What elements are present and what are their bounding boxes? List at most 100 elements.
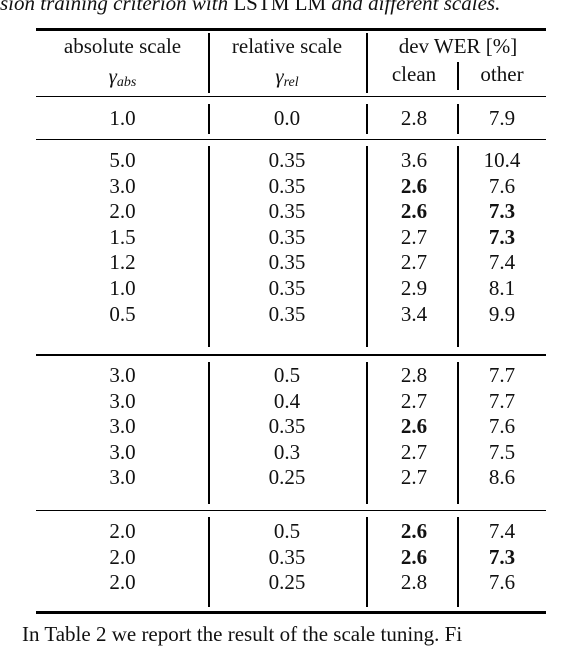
cell-other: 7.4 xyxy=(488,519,516,543)
cell-other: 7.6 xyxy=(488,570,516,595)
cell-rel: 0.35 xyxy=(268,544,306,569)
cell-other: 7.4 xyxy=(488,250,516,275)
column-divider xyxy=(457,62,459,90)
cell-clean: 2.7 xyxy=(400,388,428,413)
cell-clean: 2.8 xyxy=(400,106,428,130)
group-rule xyxy=(36,354,546,356)
column-divider xyxy=(366,362,368,504)
cell-other: 7.3 xyxy=(488,199,516,224)
column-divider xyxy=(366,146,368,347)
cell-abs: 0.5 xyxy=(109,301,136,326)
header-dev-wer: dev WER [%] xyxy=(398,34,518,58)
cell-abs: 1.5 xyxy=(109,224,136,249)
cell-rel: 0.35 xyxy=(268,250,306,275)
cell-clean: 2.6 xyxy=(400,544,428,569)
gamma-abs-symbol: γ xyxy=(108,64,117,88)
bottom-rule xyxy=(36,611,546,614)
cell-other: 7.6 xyxy=(488,173,516,198)
cell-other: 7.7 xyxy=(488,363,516,387)
column-divider xyxy=(457,146,459,347)
top-rule xyxy=(36,28,546,31)
header-clean: clean xyxy=(391,62,437,86)
cell-rel: 0.35 xyxy=(268,199,306,224)
cell-clean: 2.7 xyxy=(400,250,428,275)
cell-rel: 0.5 xyxy=(273,519,301,543)
gamma-rel-symbol: γ xyxy=(275,64,284,88)
column-divider xyxy=(208,33,210,93)
cell-rel: 0.5 xyxy=(273,363,301,387)
cell-rel: 0.25 xyxy=(268,570,306,595)
cell-other: 8.1 xyxy=(488,276,516,300)
cell-other: 7.3 xyxy=(488,544,516,569)
cell-abs: 3.0 xyxy=(109,363,136,387)
header-other: other xyxy=(480,62,524,86)
cell-abs: 3.0 xyxy=(109,388,136,413)
cell-clean: 2.9 xyxy=(400,276,428,300)
cell-clean: 2.6 xyxy=(400,173,428,198)
cell-abs: 3.0 xyxy=(109,173,136,198)
column-divider xyxy=(208,104,210,134)
column-divider xyxy=(457,362,459,504)
header-gamma-abs: γabs xyxy=(40,64,205,95)
caption-lstm: LSTM LM xyxy=(233,0,327,15)
cell-clean: 2.7 xyxy=(400,439,428,464)
header-rule xyxy=(36,96,546,98)
cell-abs: 3.0 xyxy=(109,465,136,490)
column-divider xyxy=(457,104,459,134)
cell-rel: 0.0 xyxy=(273,106,301,130)
caption-prefix: sion training criterion with xyxy=(0,0,234,15)
column-divider xyxy=(208,517,210,607)
cell-abs: 1.0 xyxy=(109,106,136,130)
cell-clean: 3.6 xyxy=(400,148,428,172)
gamma-rel-sub: rel xyxy=(283,75,299,90)
cell-rel: 0.35 xyxy=(268,148,306,172)
cell-rel: 0.35 xyxy=(268,173,306,198)
cell-other: 7.9 xyxy=(488,106,516,130)
cell-rel: 0.35 xyxy=(268,301,306,326)
table-caption: sion training criterion with LSTM LM and… xyxy=(0,0,580,15)
header-relative-scale: relative scale xyxy=(231,34,343,58)
cell-abs: 3.0 xyxy=(109,414,136,439)
cell-clean: 2.7 xyxy=(400,465,428,490)
cell-clean: 3.4 xyxy=(400,301,428,326)
cell-abs: 1.0 xyxy=(109,276,136,300)
cell-other: 8.6 xyxy=(488,465,516,490)
body-text: In Table 2 we report the result of the s… xyxy=(22,622,463,646)
group-rule xyxy=(36,510,546,512)
cell-other: 10.4 xyxy=(483,148,521,172)
cell-abs: 1.2 xyxy=(109,250,136,275)
cell-rel: 0.4 xyxy=(273,388,301,413)
cell-clean: 2.6 xyxy=(400,199,428,224)
cell-rel: 0.3 xyxy=(273,439,301,464)
caption-suffix: and different scales. xyxy=(326,0,501,15)
cell-abs: 2.0 xyxy=(109,519,136,543)
cell-other: 7.5 xyxy=(488,439,516,464)
cell-rel: 0.35 xyxy=(268,276,306,300)
cell-abs: 3.0 xyxy=(109,439,136,464)
cell-rel: 0.35 xyxy=(268,414,306,439)
header-absolute-scale: absolute scale xyxy=(63,34,182,58)
cell-abs: 2.0 xyxy=(109,199,136,224)
group-rule xyxy=(36,139,546,141)
cell-clean: 2.8 xyxy=(400,363,428,387)
column-divider xyxy=(366,104,368,134)
cell-abs: 5.0 xyxy=(109,148,136,172)
column-divider xyxy=(366,517,368,607)
cell-clean: 2.6 xyxy=(400,414,428,439)
gamma-abs-sub: abs xyxy=(116,75,137,90)
cell-other: 7.3 xyxy=(488,224,516,249)
column-divider xyxy=(366,33,368,93)
cell-abs: 2.0 xyxy=(109,544,136,569)
cell-rel: 0.35 xyxy=(268,224,306,249)
header-gamma-rel: γrel xyxy=(212,64,362,95)
cell-other: 7.7 xyxy=(488,388,516,413)
cell-clean: 2.6 xyxy=(400,519,428,543)
column-divider xyxy=(208,362,210,504)
cell-rel: 0.25 xyxy=(268,465,306,490)
cell-clean: 2.7 xyxy=(400,224,428,249)
cell-other: 7.6 xyxy=(488,414,516,439)
cell-other: 9.9 xyxy=(488,301,516,326)
cell-clean: 2.8 xyxy=(400,570,428,595)
cell-abs: 2.0 xyxy=(109,570,136,595)
column-divider xyxy=(208,146,210,347)
